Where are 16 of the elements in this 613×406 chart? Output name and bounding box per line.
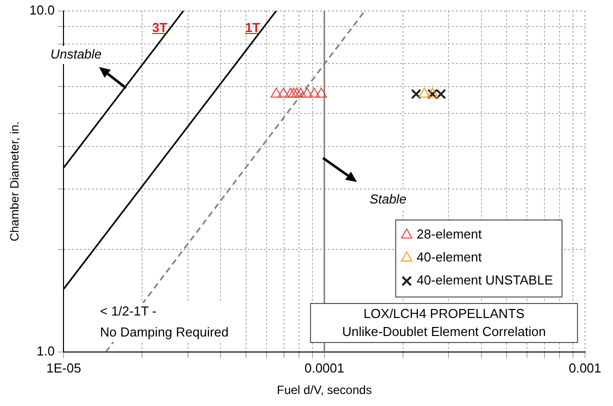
annotation: < 1/2-1T - No Damping Required (100, 304, 229, 340)
annotation: 3T (152, 20, 168, 36)
legend-label: 40-element (416, 250, 482, 265)
x-axis-title: Fuel d/V, seconds (276, 383, 372, 398)
y-tick-label: 1.0 (36, 344, 55, 359)
annotation: Stable (370, 192, 406, 207)
x-tick-label: 0.001 (568, 360, 602, 376)
y-tick-label: 10.0 (29, 2, 55, 18)
legend-label: 28-element (416, 226, 482, 242)
y-axis-title: Chamber Diameter, in. (8, 121, 22, 242)
x-tick-label: 1E-05 (46, 360, 82, 376)
note-box: LOX/LCH4 PROPELLANTS Unlike-Doublet Element Correlation (310, 303, 578, 343)
x-tick-label: 0.0001 (304, 360, 344, 376)
annotation: Unstable (50, 46, 102, 62)
legend-label: 40-element UNSTABLE (416, 272, 554, 288)
annotation: 1T (245, 20, 260, 36)
